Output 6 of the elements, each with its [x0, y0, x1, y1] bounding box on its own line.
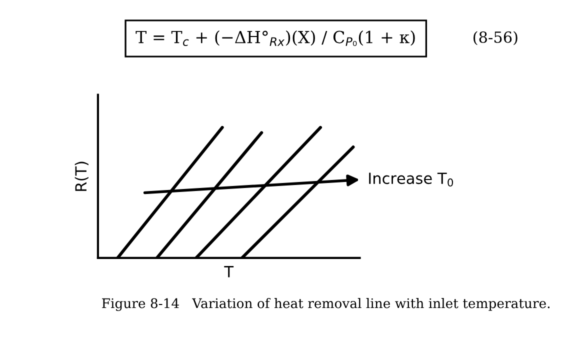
- caption: Figure 8-14 Variation of heat removal line with inlet temperature.: [102, 298, 550, 311]
- text: T = T$_{c}$ + (−ΔH°$_{Rx}$)(X) / C$_{P₀}$(1 + κ): [136, 30, 415, 46]
- text: (8-56): [474, 31, 518, 46]
- text: Increase T$_{0}$: [369, 172, 454, 187]
- x-axis-title: T: [224, 266, 234, 278]
- y-axis-title: R(T): [74, 162, 88, 191]
